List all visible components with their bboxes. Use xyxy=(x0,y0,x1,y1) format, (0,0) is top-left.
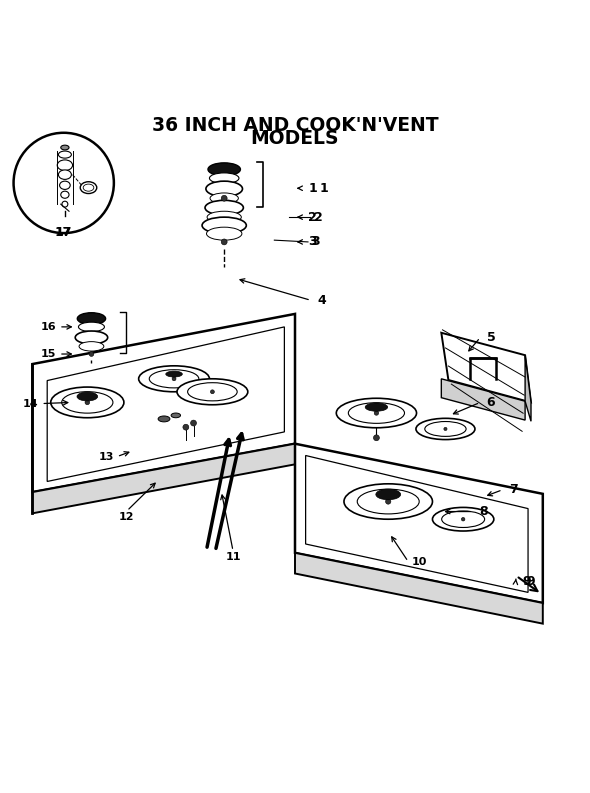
Ellipse shape xyxy=(205,201,243,215)
Ellipse shape xyxy=(166,371,182,377)
Text: 10: 10 xyxy=(411,557,427,567)
Circle shape xyxy=(373,435,379,441)
Ellipse shape xyxy=(62,392,113,413)
Ellipse shape xyxy=(348,403,405,423)
Ellipse shape xyxy=(210,193,238,204)
Ellipse shape xyxy=(442,511,484,527)
Ellipse shape xyxy=(79,342,104,351)
Ellipse shape xyxy=(158,416,170,422)
Text: 5: 5 xyxy=(487,331,495,344)
Text: 2: 2 xyxy=(309,211,317,224)
Ellipse shape xyxy=(149,370,199,388)
Text: 13: 13 xyxy=(99,452,114,462)
Ellipse shape xyxy=(425,422,466,436)
Text: 1: 1 xyxy=(320,182,329,195)
Ellipse shape xyxy=(416,419,475,439)
Circle shape xyxy=(221,239,227,245)
Text: 9: 9 xyxy=(522,575,530,588)
Text: 9: 9 xyxy=(526,575,535,588)
Text: 3: 3 xyxy=(312,236,320,248)
Circle shape xyxy=(211,390,214,394)
Polygon shape xyxy=(306,455,528,592)
Circle shape xyxy=(221,195,227,201)
Circle shape xyxy=(374,411,379,416)
Ellipse shape xyxy=(78,322,104,331)
Ellipse shape xyxy=(61,191,69,198)
Text: 4: 4 xyxy=(317,294,326,307)
Text: 12: 12 xyxy=(119,511,135,522)
Polygon shape xyxy=(32,314,295,492)
Circle shape xyxy=(89,351,94,356)
Ellipse shape xyxy=(206,181,242,197)
Ellipse shape xyxy=(344,484,432,519)
Polygon shape xyxy=(295,444,543,603)
Ellipse shape xyxy=(83,184,94,191)
Ellipse shape xyxy=(207,211,241,223)
Text: 17: 17 xyxy=(56,228,71,237)
Ellipse shape xyxy=(177,379,248,404)
Polygon shape xyxy=(441,379,525,420)
Text: 1: 1 xyxy=(309,182,317,195)
Circle shape xyxy=(183,424,189,430)
Ellipse shape xyxy=(376,489,401,500)
Ellipse shape xyxy=(206,227,242,240)
Ellipse shape xyxy=(51,387,124,418)
Ellipse shape xyxy=(209,173,239,183)
Ellipse shape xyxy=(358,489,419,514)
Circle shape xyxy=(461,518,465,521)
Ellipse shape xyxy=(336,398,417,427)
Ellipse shape xyxy=(77,312,106,324)
Ellipse shape xyxy=(208,163,241,176)
Text: 36 INCH AND COOK'N'VENT: 36 INCH AND COOK'N'VENT xyxy=(152,116,438,135)
Ellipse shape xyxy=(139,366,209,392)
Circle shape xyxy=(444,427,447,431)
Circle shape xyxy=(85,400,90,404)
Circle shape xyxy=(172,377,176,381)
Text: 8: 8 xyxy=(480,505,488,518)
Circle shape xyxy=(386,499,391,504)
Text: 14: 14 xyxy=(23,399,38,408)
Ellipse shape xyxy=(58,170,71,179)
Text: MODELS: MODELS xyxy=(251,128,339,147)
Circle shape xyxy=(191,420,196,426)
Circle shape xyxy=(14,132,114,233)
Text: 7: 7 xyxy=(509,483,517,496)
Ellipse shape xyxy=(171,413,181,418)
Text: 3: 3 xyxy=(309,236,317,248)
Polygon shape xyxy=(525,355,531,421)
Ellipse shape xyxy=(62,201,68,207)
Polygon shape xyxy=(32,444,295,513)
Text: 16: 16 xyxy=(41,322,56,332)
Ellipse shape xyxy=(432,508,494,531)
Ellipse shape xyxy=(58,151,71,158)
Text: 17: 17 xyxy=(55,226,73,239)
Text: 11: 11 xyxy=(225,552,241,562)
Ellipse shape xyxy=(75,331,108,344)
Ellipse shape xyxy=(60,181,70,190)
Ellipse shape xyxy=(80,182,97,193)
Text: 2: 2 xyxy=(314,211,323,224)
Polygon shape xyxy=(47,327,284,481)
Ellipse shape xyxy=(77,392,97,401)
Ellipse shape xyxy=(61,145,69,150)
Ellipse shape xyxy=(365,403,388,412)
Ellipse shape xyxy=(57,160,73,170)
Polygon shape xyxy=(441,333,531,402)
Text: 6: 6 xyxy=(487,396,495,409)
Text: 15: 15 xyxy=(41,349,56,359)
Ellipse shape xyxy=(202,217,247,234)
Ellipse shape xyxy=(188,383,237,401)
Polygon shape xyxy=(295,553,543,623)
